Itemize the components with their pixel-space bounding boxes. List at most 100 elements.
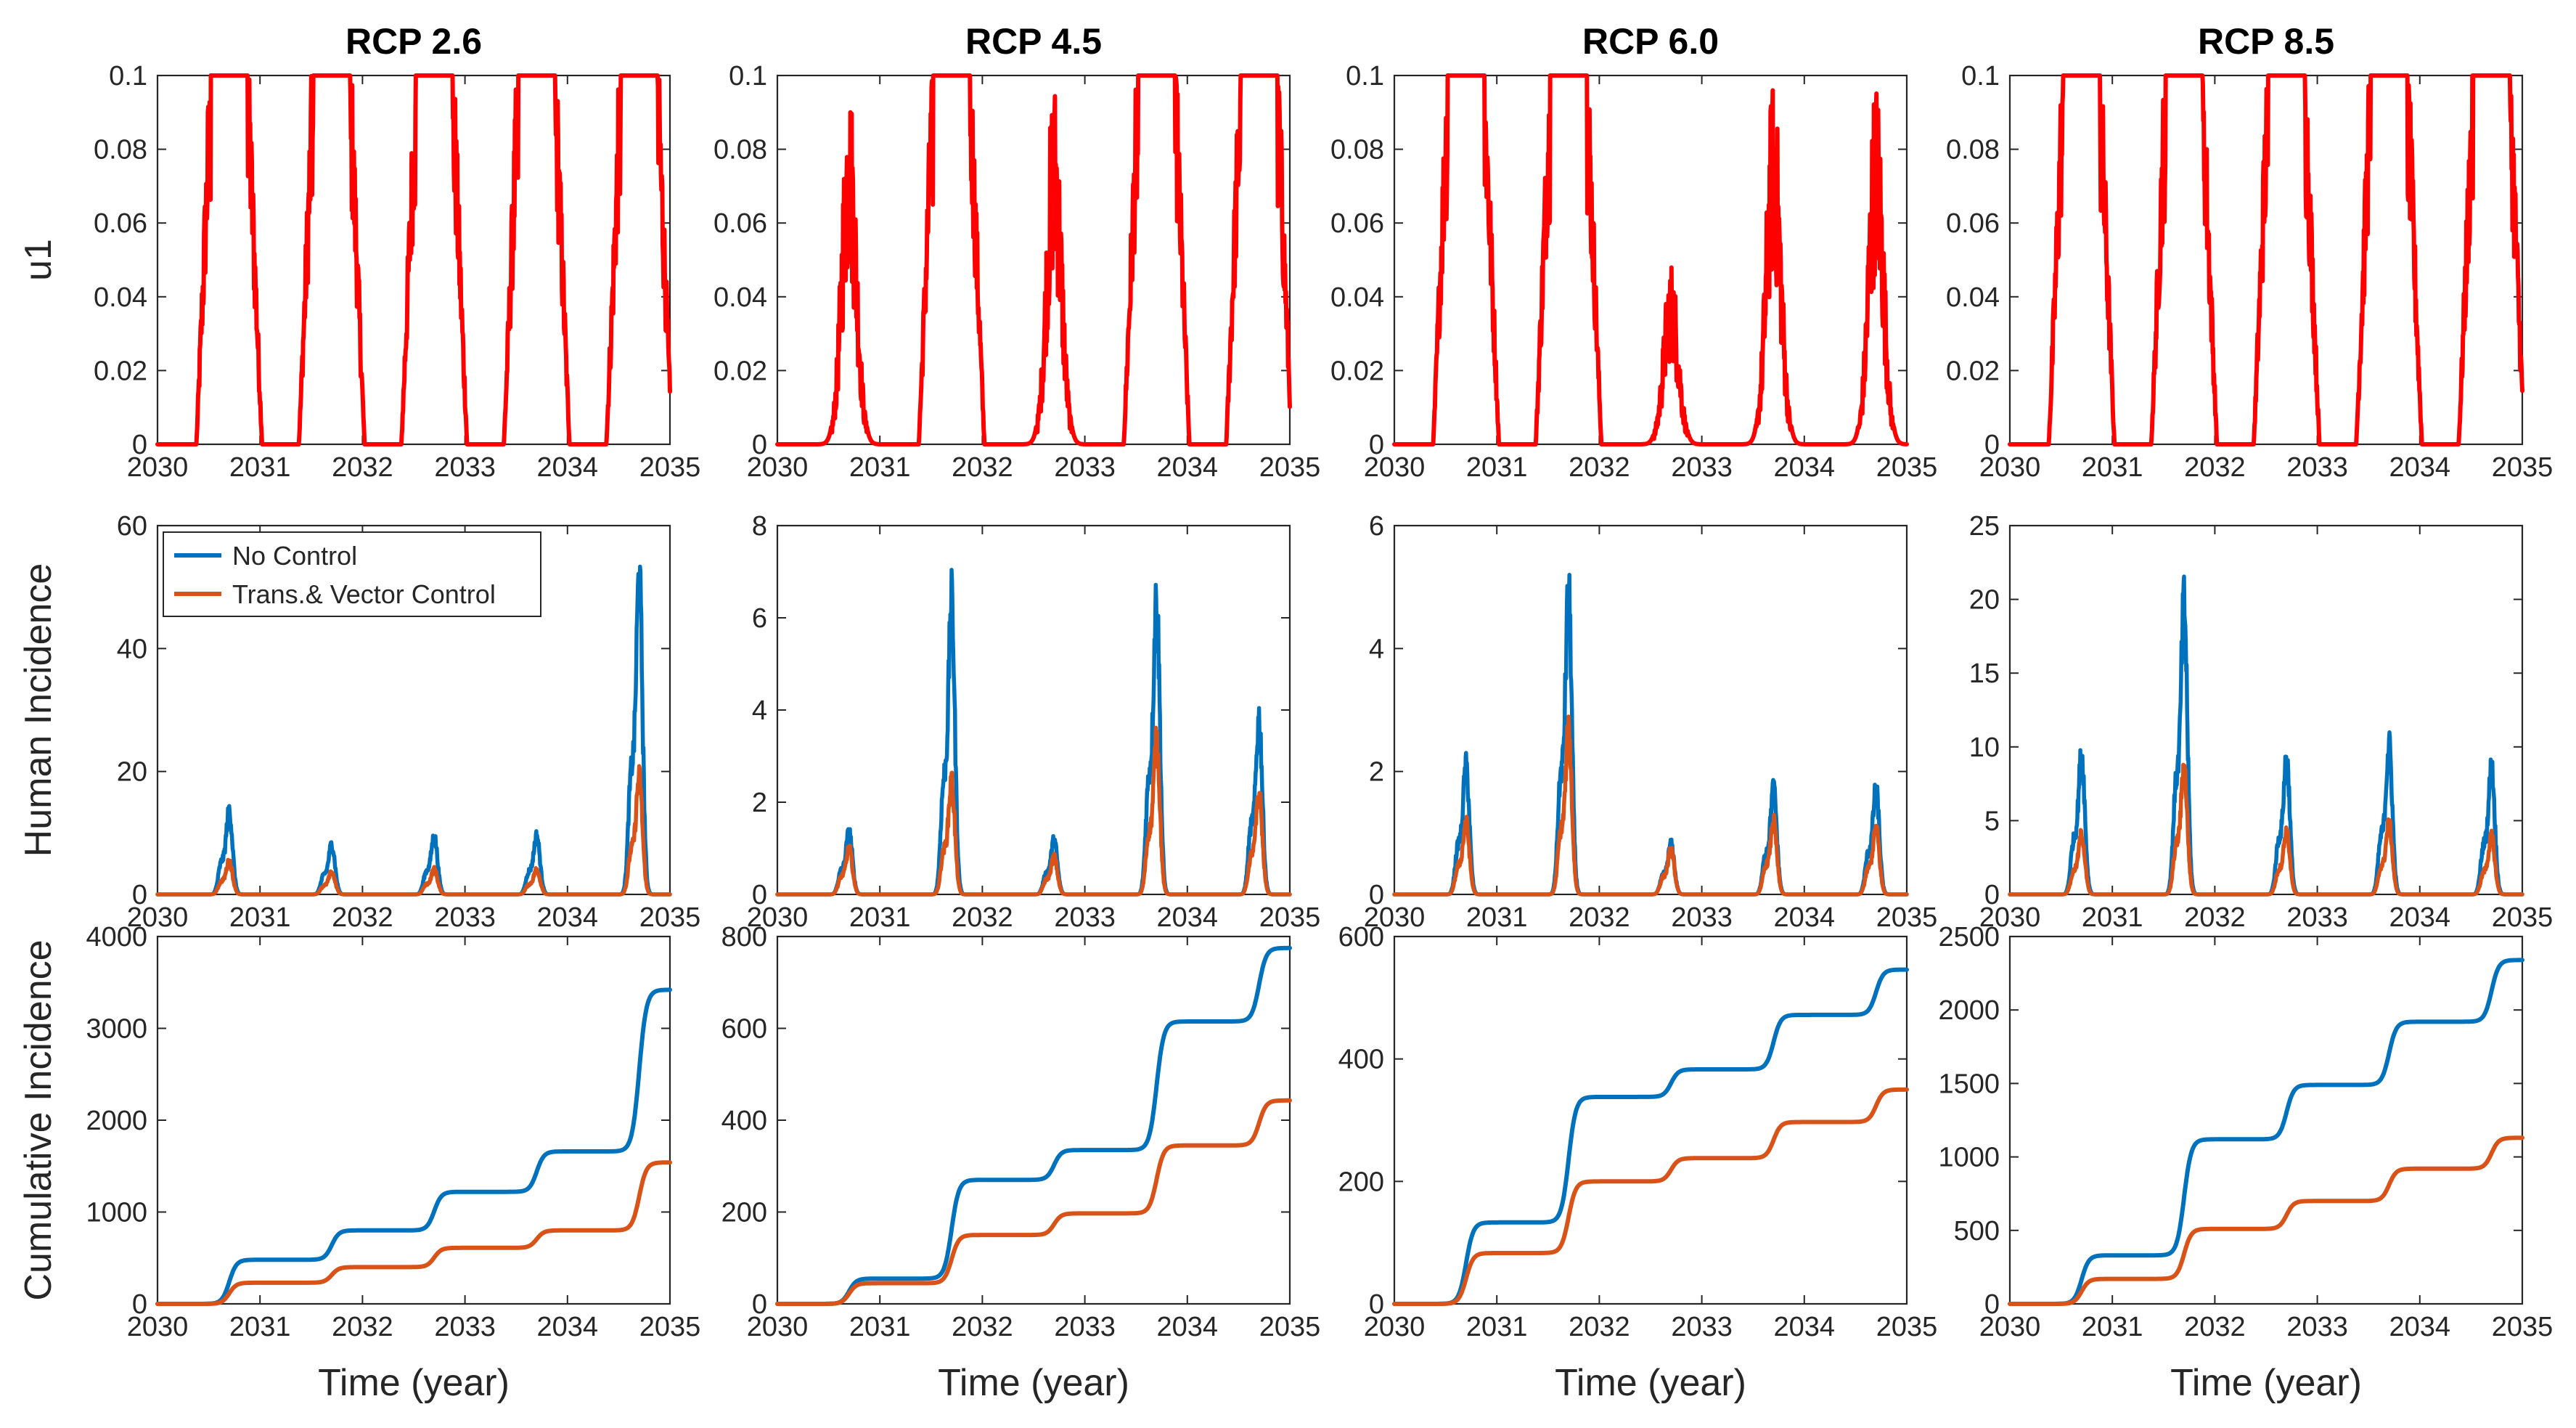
y-tick-label: 8 [752, 511, 767, 542]
x-tick-label: 2033 [2286, 1312, 2348, 1342]
y-tick-label: 4000 [86, 922, 147, 952]
no-control-cumulative-line [1392, 967, 1909, 1306]
x-tick-label: 2035 [1876, 1312, 1938, 1342]
column-title: RCP 4.5 [965, 21, 1102, 62]
x-tick-label: 2035 [2492, 902, 2553, 933]
x-axis-label: Time (year) [938, 1362, 1129, 1404]
y-tick-label: 40 [117, 634, 147, 664]
y-tick-label: 1000 [86, 1198, 147, 1228]
x-tick-label: 2035 [1876, 452, 1938, 483]
x-tick-label: 2035 [2492, 1312, 2553, 1342]
x-tick-label: 2031 [229, 1312, 291, 1342]
no-control-cumulative-line [155, 987, 672, 1306]
y-tick-label: 0 [1369, 880, 1384, 910]
x-tick-label: 2034 [1774, 452, 1836, 483]
x-tick-label: 2032 [332, 902, 393, 933]
y-tick-label: 20 [1969, 585, 2000, 616]
panel-r2-c1: 2030 2031 2032 2033 2034 2035 0 200 400 600 800 [721, 922, 1321, 1342]
y-tick-label: 0 [1369, 1289, 1384, 1320]
panel-r1-c0: 2030 2031 2032 2033 2034 2035 0 20 40 60 [117, 511, 701, 933]
no-control-line [2008, 574, 2524, 897]
x-tick-label: 2031 [849, 1312, 911, 1342]
x-tick-label: 2031 [2082, 452, 2143, 483]
trans-vector-control-line [775, 725, 1292, 897]
x-tick-label: 2034 [537, 1312, 599, 1342]
panel-r0-c3: 2030 2031 2032 2033 2034 2035 0 0.02 0.04 0.06 0.0… [1946, 61, 2553, 483]
y-tick-label: 200 [721, 1198, 767, 1228]
axes-frame [2008, 935, 2524, 1305]
x-tick-label: 2033 [1671, 452, 1733, 483]
x-tick-label: 2034 [2389, 1312, 2451, 1342]
y-tick-label: 0.06 [713, 208, 767, 239]
legend-box [163, 531, 541, 617]
y-tick-label: 0 [132, 880, 147, 910]
x-tick-label: 2030 [127, 452, 189, 483]
y-tick-label: 0.1 [109, 61, 147, 91]
y-tick-label: 25 [1969, 511, 2000, 542]
trans-vector-control-cumulative-line [2008, 1135, 2524, 1306]
trans-vector-control-cumulative-line [775, 1098, 1292, 1306]
y-tick-label: 1000 [1938, 1143, 2000, 1173]
no-control-cumulative-line [775, 945, 1292, 1306]
y-tick-label: 0.08 [1330, 135, 1384, 166]
legend-label-control: Trans.& Vector Control [232, 579, 496, 609]
trans-vector-control-line [2008, 762, 2524, 897]
column-title: RCP 8.5 [2198, 21, 2334, 62]
x-axis-label: Time (year) [2170, 1362, 2362, 1404]
u1-line [155, 73, 672, 446]
y-tick-label: 0.06 [94, 208, 147, 239]
x-tick-label: 2030 [127, 1312, 189, 1342]
y-tick-label: 400 [721, 1106, 767, 1136]
x-axis-label: Time (year) [318, 1362, 510, 1404]
y-tick-label: 6 [1369, 511, 1384, 542]
x-tick-label: 2034 [1774, 902, 1836, 933]
y-tick-label: 600 [721, 1014, 767, 1045]
y-tick-label: 4 [752, 695, 767, 726]
x-tick-label: 2031 [229, 452, 291, 483]
y-tick-label: 2000 [86, 1106, 147, 1136]
panel-r2-c0: 2030 2031 2032 2033 2034 2035 0 1000 2000 3000 400… [86, 922, 700, 1342]
y-tick-label: 0.1 [729, 61, 767, 91]
x-tick-label: 2031 [1466, 452, 1528, 483]
x-tick-label: 2035 [639, 902, 701, 933]
x-tick-label: 2032 [332, 1312, 393, 1342]
x-tick-label: 2030 [1979, 452, 2041, 483]
no-control-cumulative-line [2008, 958, 2524, 1306]
x-tick-label: 2035 [2492, 452, 2553, 483]
y-tick-label: 60 [117, 511, 147, 542]
panel-r0-c2: 2030 2031 2032 2033 2034 2035 0 0.02 0.04 0.06 0.0… [1330, 61, 1937, 483]
y-tick-label: 800 [721, 922, 767, 952]
x-tick-label: 2034 [537, 452, 599, 483]
y-tick-label: 3000 [86, 1014, 147, 1045]
y-tick-label: 0 [1984, 1289, 2000, 1320]
x-tick-label: 2034 [1157, 1312, 1219, 1342]
x-tick-label: 2032 [1569, 902, 1630, 933]
x-tick-label: 2032 [1569, 452, 1630, 483]
trans-vector-control-cumulative-line [155, 1160, 672, 1306]
y-tick-label: 0 [752, 1289, 767, 1320]
axes-frame [1393, 935, 1908, 1305]
x-tick-label: 2035 [1259, 902, 1321, 933]
y-tick-label: 0.02 [1330, 356, 1384, 386]
x-tick-label: 2032 [332, 452, 393, 483]
x-tick-label: 2031 [2082, 1312, 2143, 1342]
axes-frame [776, 935, 1291, 1305]
x-tick-label: 2034 [537, 902, 599, 933]
panel-r2-c3: 2030 2031 2032 2033 2034 2035 0 500 1000 1500 2000… [1938, 922, 2553, 1342]
panel-r0-c1: 2030 2031 2032 2033 2034 2035 0 0.02 0.04 0.06 0.0… [713, 61, 1320, 483]
trans-vector-control-line [1392, 714, 1909, 897]
y-tick-label: 0 [1369, 430, 1384, 460]
y-tick-label: 2500 [1938, 922, 2000, 952]
y-tick-label: 0.02 [94, 356, 147, 386]
y-tick-label: 400 [1338, 1045, 1384, 1075]
y-tick-label: 0.06 [1330, 208, 1384, 239]
panel-r1-c1: 2030 2031 2032 2033 2034 2035 0 2 4 6 8 [747, 511, 1321, 933]
x-tick-label: 2030 [1364, 452, 1426, 483]
x-tick-label: 2033 [1671, 1312, 1733, 1342]
x-tick-label: 2030 [1364, 902, 1426, 933]
x-tick-label: 2034 [1157, 902, 1219, 933]
x-tick-label: 2033 [434, 1312, 496, 1342]
y-tick-label: 0.06 [1946, 208, 2000, 239]
x-tick-label: 2030 [747, 1312, 809, 1342]
x-tick-label: 2034 [1157, 452, 1219, 483]
